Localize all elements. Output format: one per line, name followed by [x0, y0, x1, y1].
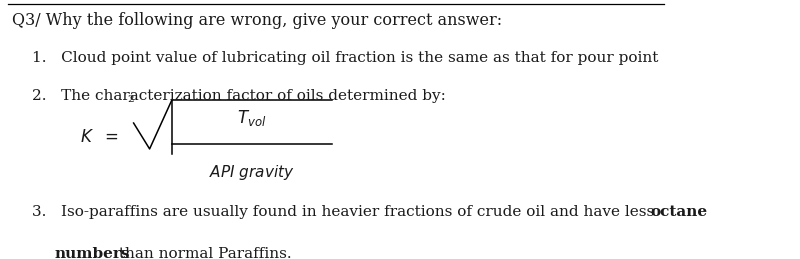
- Text: 2.   The characterization factor of oils determined by:: 2. The characterization factor of oils d…: [32, 89, 446, 103]
- Text: Q3/ Why the following are wrong, give your correct answer:: Q3/ Why the following are wrong, give yo…: [12, 12, 502, 29]
- Text: $\mathit{T}_{vol}$: $\mathit{T}_{vol}$: [238, 108, 266, 128]
- Text: $\mathit{K}$  $=$: $\mathit{K}$ $=$: [80, 129, 119, 146]
- Text: $\mathit{API\ gravity}$: $\mathit{API\ gravity}$: [209, 163, 295, 182]
- Text: 3.   Iso-paraffins are usually found in heavier fractions of crude oil and have : 3. Iso-paraffins are usually found in he…: [32, 205, 659, 219]
- Text: 2: 2: [127, 95, 134, 104]
- Text: numbers: numbers: [54, 247, 130, 259]
- Text: octane: octane: [650, 205, 707, 219]
- Text: than normal Paraffins.: than normal Paraffins.: [114, 247, 292, 259]
- Text: 1.   Cloud point value of lubricating oil fraction is the same as that for pour : 1. Cloud point value of lubricating oil …: [32, 51, 658, 64]
